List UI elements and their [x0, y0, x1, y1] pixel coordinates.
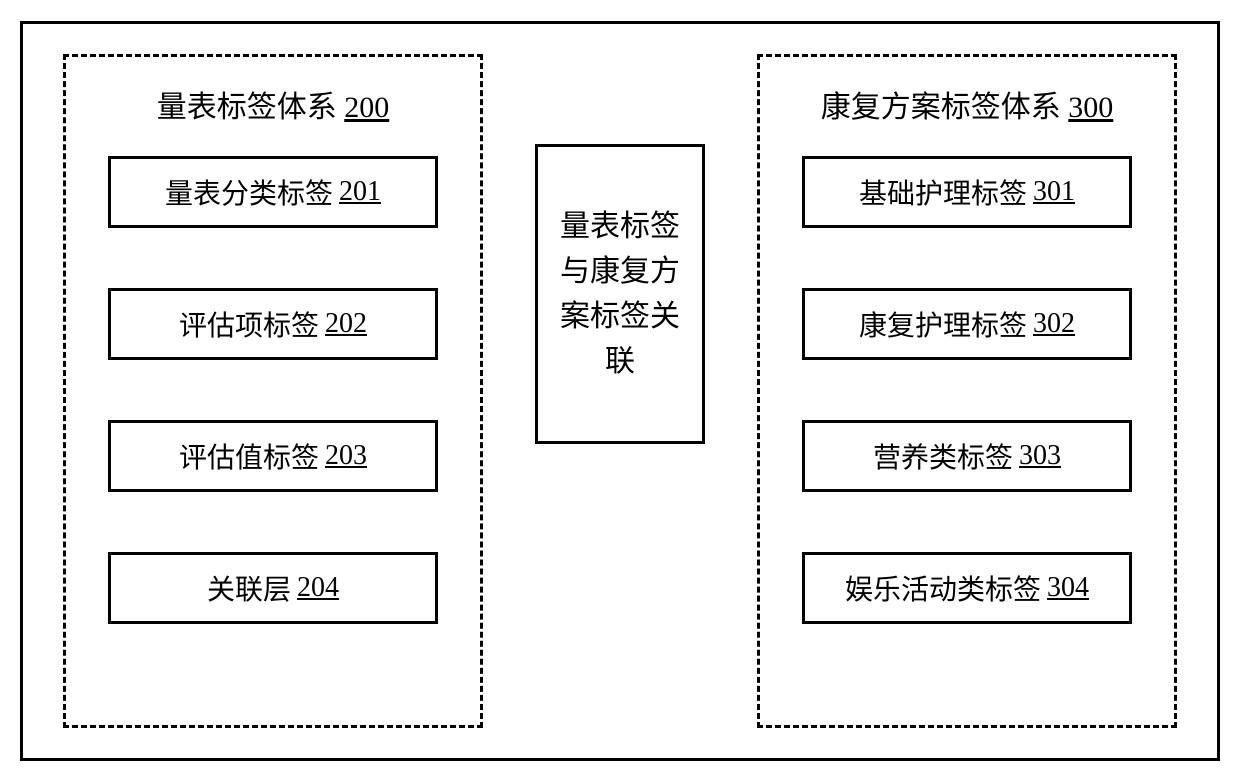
right-item-list: 基础护理标签 301 康复护理标签 302 营养类标签 303 娱乐活动类标签 …: [790, 156, 1144, 695]
center-column: 量表标签与康复方案标签关联: [535, 144, 705, 444]
right-title-num: 300: [1068, 91, 1113, 124]
right-item: 康复护理标签 302: [802, 288, 1132, 360]
item-num: 304: [1047, 572, 1089, 604]
left-panel-title: 量表标签体系 200: [157, 82, 390, 126]
item-num: 301: [1033, 176, 1075, 208]
left-title-num: 200: [344, 91, 389, 124]
right-item: 基础护理标签 301: [802, 156, 1132, 228]
item-text: 评估值标签: [179, 436, 319, 476]
right-title-text: 康复方案标签体系: [821, 91, 1061, 124]
left-item: 量表分类标签 201: [108, 156, 438, 228]
right-item: 娱乐活动类标签 304: [802, 552, 1132, 624]
left-panel: 量表标签体系 200 量表分类标签 201 评估项标签 202 评估值标签 20…: [63, 54, 483, 728]
item-num: 303: [1019, 440, 1061, 472]
center-text: 量表标签与康复方案标签关联: [558, 204, 682, 384]
center-box: 量表标签与康复方案标签关联: [535, 144, 705, 444]
item-text: 基础护理标签: [859, 172, 1027, 212]
item-text: 康复护理标签: [859, 304, 1027, 344]
item-text: 营养类标签: [873, 436, 1013, 476]
item-text: 量表分类标签: [165, 172, 333, 212]
left-item: 评估项标签 202: [108, 288, 438, 360]
right-item: 营养类标签 303: [802, 420, 1132, 492]
item-text: 娱乐活动类标签: [845, 568, 1041, 608]
right-panel: 康复方案标签体系 300 基础护理标签 301 康复护理标签 302 营养类标签…: [757, 54, 1177, 728]
item-num: 204: [297, 572, 339, 604]
item-num: 203: [325, 440, 367, 472]
left-item: 评估值标签 203: [108, 420, 438, 492]
item-text: 关联层: [207, 568, 291, 608]
item-num: 202: [325, 308, 367, 340]
left-item: 关联层 204: [108, 552, 438, 624]
right-panel-title: 康复方案标签体系 300: [821, 82, 1114, 126]
item-text: 评估项标签: [179, 304, 319, 344]
diagram-frame: 量表标签体系 200 量表分类标签 201 评估项标签 202 评估值标签 20…: [20, 21, 1220, 761]
left-title-text: 量表标签体系: [157, 91, 337, 124]
item-num: 201: [339, 176, 381, 208]
item-num: 302: [1033, 308, 1075, 340]
left-item-list: 量表分类标签 201 评估项标签 202 评估值标签 203 关联层 204: [96, 156, 450, 695]
